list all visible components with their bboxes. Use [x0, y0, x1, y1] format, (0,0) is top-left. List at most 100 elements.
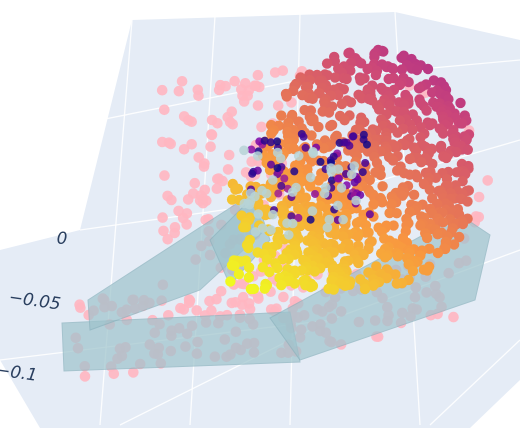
sphere-point	[341, 74, 351, 84]
sphere-dark-point	[349, 132, 357, 140]
sphere-point	[325, 121, 335, 131]
pink-point	[157, 85, 168, 96]
pink-point	[212, 118, 223, 129]
sphere-dark-point	[366, 210, 374, 218]
z-tick-label-0: 0	[57, 229, 68, 249]
sphere-point	[438, 128, 448, 138]
sphere-point	[457, 118, 467, 128]
sphere-dark-point	[274, 164, 282, 172]
mesh-overlap-point	[239, 146, 249, 156]
pink-point	[253, 70, 264, 81]
pink-point	[74, 299, 85, 310]
mesh-overlap-point	[308, 206, 318, 216]
pink-point	[159, 105, 170, 116]
sphere-point	[392, 128, 402, 138]
mesh-overlap-point	[326, 163, 336, 173]
mesh-overlap-point	[258, 223, 268, 233]
sphere-point	[412, 65, 422, 75]
pink-point	[224, 150, 235, 161]
sphere-point	[392, 278, 402, 288]
pink-point	[225, 117, 236, 128]
sphere-point	[246, 284, 256, 294]
pink-point	[229, 76, 240, 87]
pink-point	[183, 115, 194, 126]
pink-point	[199, 158, 210, 169]
pink-point	[474, 192, 485, 203]
pink-point	[190, 178, 201, 189]
sphere-point	[306, 130, 316, 140]
sphere-point	[308, 94, 318, 104]
mesh-overlap-point	[347, 170, 357, 180]
pink-point	[223, 164, 234, 175]
sphere-point	[319, 143, 329, 153]
sphere-dark-point	[307, 216, 315, 224]
sphere-point	[441, 153, 451, 163]
mesh-overlap-point	[268, 175, 278, 185]
sphere-point	[322, 58, 332, 68]
pink-point	[162, 191, 173, 202]
sphere-point	[377, 181, 387, 191]
sphere-point	[462, 196, 472, 206]
pink-point	[175, 303, 186, 314]
mesh-overlap-point	[284, 230, 294, 240]
sphere-point	[371, 70, 381, 80]
sphere-point	[407, 125, 417, 135]
sphere-point	[324, 107, 334, 117]
sphere-dark-point	[311, 190, 319, 198]
sphere-point	[423, 64, 433, 74]
sphere-point	[310, 266, 320, 276]
pink-point	[184, 298, 195, 309]
sphere-dark-point	[267, 138, 275, 146]
mesh-overlap-point	[253, 209, 263, 219]
sphere-dark-point	[361, 159, 369, 167]
pink-point	[256, 122, 267, 133]
pink-point	[273, 100, 284, 111]
mesh-overlap-point	[306, 173, 316, 183]
pink-point	[174, 86, 185, 97]
sphere-dark-point	[274, 190, 282, 198]
sphere-dark-point	[290, 167, 298, 175]
pink-point	[179, 144, 190, 155]
sphere-point	[380, 252, 390, 262]
pink-point	[159, 170, 170, 181]
sphere-point	[305, 282, 315, 292]
sphere-point	[238, 222, 248, 232]
sphere-point	[244, 272, 254, 282]
sphere-point	[425, 185, 435, 195]
sphere-point	[384, 74, 394, 84]
sphere-point	[363, 227, 373, 237]
sphere-dark-point	[317, 158, 325, 166]
sphere-point	[266, 128, 276, 138]
sphere-point	[329, 284, 339, 294]
sphere-point	[408, 266, 418, 276]
sphere-point	[362, 64, 372, 74]
sphere-point	[425, 120, 435, 130]
pink-point	[245, 304, 256, 315]
pink-point	[80, 371, 91, 382]
sphere-point	[230, 184, 240, 194]
sphere-point	[290, 278, 300, 288]
sphere-point	[346, 97, 356, 107]
mesh-overlap-point	[308, 147, 318, 157]
sphere-point	[438, 217, 448, 227]
sphere-point	[463, 145, 473, 155]
sphere-point	[353, 231, 363, 241]
sphere-point	[432, 229, 442, 239]
sphere-point	[225, 276, 235, 286]
sphere-point	[353, 258, 363, 268]
pink-point	[270, 67, 281, 78]
sphere-dark-point	[359, 168, 367, 176]
sphere-point	[458, 219, 468, 229]
sphere-point	[260, 284, 270, 294]
pink-point	[242, 90, 253, 101]
sphere-point	[422, 233, 432, 243]
sphere-dark-point	[363, 141, 371, 149]
sphere-dark-point	[248, 170, 256, 178]
sphere-point	[340, 281, 350, 291]
sphere-point	[264, 267, 274, 277]
sphere-point	[393, 251, 403, 261]
pink-point	[177, 76, 188, 87]
pink-point	[278, 292, 289, 303]
mesh-overlap-point	[288, 187, 298, 197]
